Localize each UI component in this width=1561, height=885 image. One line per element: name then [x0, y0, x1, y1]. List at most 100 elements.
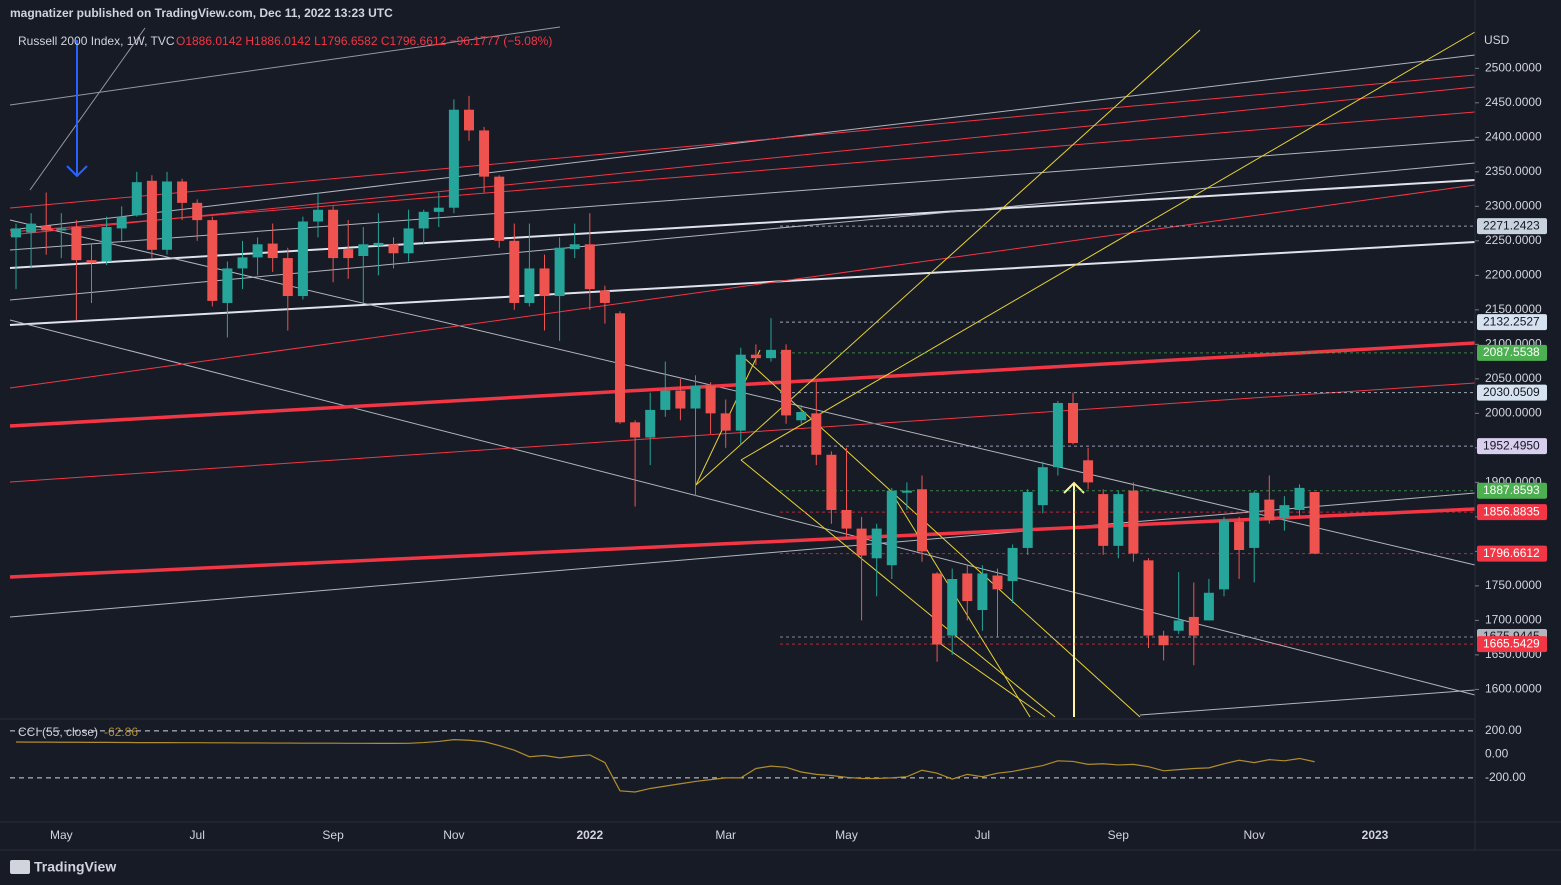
candle-body [841, 509, 852, 529]
y-tick-label: 1700.0000 [1485, 613, 1542, 627]
x-tick-label: 2022 [576, 828, 603, 842]
trendline [9, 26, 561, 106]
y-tick-label: 0.00 [1485, 747, 1509, 761]
trendline [9, 319, 1476, 696]
trendline [740, 31, 1476, 461]
candle-body [1279, 505, 1290, 519]
candle-body [962, 573, 973, 602]
y-tick-label: 2350.0000 [1485, 164, 1542, 178]
price-tag [1477, 504, 1547, 521]
price-tag-label: 1952.4950 [1483, 438, 1540, 452]
trendline [9, 111, 1476, 233]
y-tick-label: 2050.0000 [1485, 371, 1542, 385]
candle-body [630, 422, 641, 438]
candle-body [56, 228, 67, 231]
price-tag [1477, 438, 1547, 455]
candle-body [947, 578, 958, 636]
candle-body [1158, 635, 1169, 646]
trendline [9, 507, 1476, 579]
trendline [9, 139, 1476, 251]
x-tick-label: May [50, 828, 73, 842]
candle-body [750, 354, 761, 359]
candle-body [1052, 403, 1063, 468]
candle-body [509, 240, 520, 303]
candle-body [660, 390, 671, 410]
candle-body [1294, 487, 1305, 510]
trendline [934, 639, 1046, 718]
candle-body [41, 225, 52, 231]
x-tick-label: Jul [975, 828, 990, 842]
candle-body [1264, 499, 1275, 521]
trendline [695, 29, 1201, 486]
candle-body [720, 413, 731, 431]
brand[interactable]: TradingView [34, 859, 116, 875]
candle-body [1098, 494, 1109, 546]
candle-body [1037, 467, 1048, 506]
y-tick-label: -200.00 [1485, 770, 1526, 784]
trendline [9, 492, 1476, 618]
trendline [9, 184, 1476, 389]
candle-body [539, 268, 550, 297]
candle-body [871, 528, 882, 559]
candle-body [267, 243, 278, 259]
candle-body [615, 313, 625, 423]
y-tick-label: 2000.0000 [1485, 406, 1542, 420]
candle-body [781, 349, 792, 416]
price-tag-label: 2132.2527 [1483, 314, 1540, 328]
candle-body [886, 490, 897, 566]
price-tag-label: 2087.5538 [1483, 345, 1540, 359]
candle-body [1022, 492, 1033, 548]
candle-body [418, 211, 429, 229]
candle-body [282, 258, 293, 297]
x-tick-label: Sep [322, 828, 344, 842]
logo [10, 860, 30, 874]
candle-body [192, 202, 203, 221]
candle-body [358, 244, 369, 257]
x-tick-label: 2023 [1362, 828, 1389, 842]
x-tick-label: Jul [190, 828, 205, 842]
candle-body [1309, 492, 1320, 554]
candle-body [26, 223, 37, 233]
trendline [9, 86, 1476, 236]
candle-body [448, 109, 459, 208]
candle-body [1203, 592, 1214, 621]
candle-body [146, 180, 157, 250]
y-tick-label: 2300.0000 [1485, 198, 1542, 212]
trendline [1139, 689, 1476, 716]
indicator-value: -62.86 [104, 725, 138, 739]
candle-body [373, 242, 384, 246]
candle-body [207, 220, 218, 301]
price-tag [1477, 218, 1547, 235]
candle-body [569, 244, 580, 250]
candle-body [479, 130, 490, 177]
price-tag [1477, 545, 1547, 562]
trendline [29, 27, 146, 191]
price-tag [1477, 482, 1547, 499]
indicator-line [15, 739, 1315, 793]
candle-body [735, 354, 746, 431]
candle-body [917, 489, 927, 552]
candle-body [1234, 521, 1245, 550]
candle-body [297, 221, 308, 297]
trendline [9, 241, 1476, 326]
price-tag-label: 1856.8835 [1483, 504, 1540, 518]
candle-body [856, 528, 867, 556]
candle-body [328, 209, 339, 259]
publisher: magnatizer published on TradingView.com,… [10, 6, 393, 20]
candle-body [992, 575, 1003, 590]
price-tag-label: 2271.2423 [1483, 218, 1540, 232]
candle-body [1068, 403, 1078, 444]
candle-body [811, 413, 822, 455]
y-tick-label: 2150.0000 [1485, 302, 1542, 316]
candle-body [690, 385, 701, 409]
candle-body [1128, 490, 1139, 554]
x-tick-label: Mar [715, 828, 736, 842]
candle-body [162, 181, 172, 250]
candle-body [11, 228, 21, 238]
trendline [9, 54, 1476, 231]
x-tick-label: Nov [443, 828, 464, 842]
candle-body [599, 290, 610, 303]
trendline [889, 489, 1031, 718]
